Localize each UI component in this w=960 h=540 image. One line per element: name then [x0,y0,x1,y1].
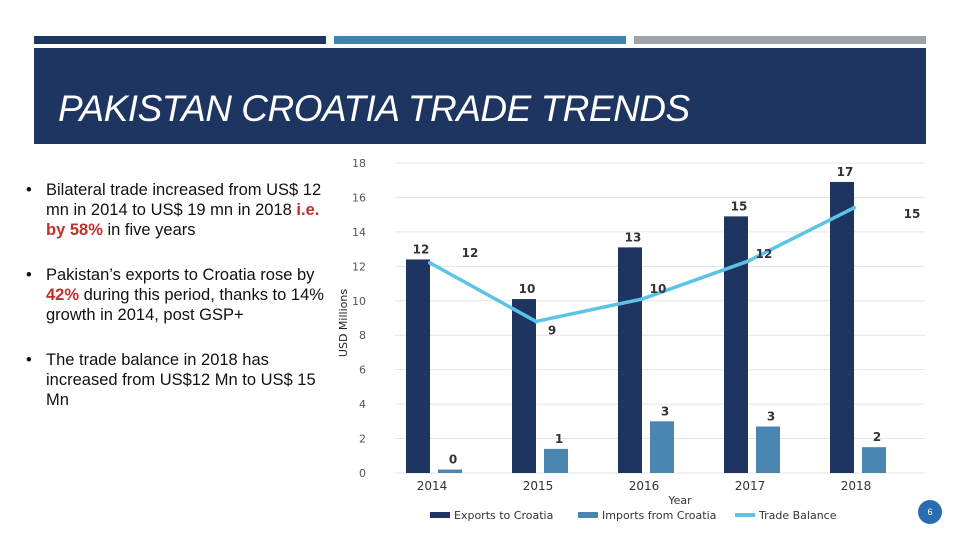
trade-balance-point [534,319,538,324]
top-stripe-gray [634,36,926,44]
bar-imports [756,426,780,473]
bullet-item: • The trade balance in 2018 has increase… [24,350,334,410]
bar-imports [438,469,462,473]
y-tick-label: 8 [359,329,366,342]
x-tick-label: 2018 [841,479,872,493]
bullet-highlight: i.e. by 58% [46,201,320,239]
legend-swatch [578,512,598,518]
bar-data-label: 0 [449,453,457,467]
bar-imports [544,448,568,473]
bar-data-label: 15 [731,199,748,213]
bullet-dot: • [26,266,32,284]
bullet-text: Pakistan’s exports to Croatia rose by [46,266,315,284]
x-tick-label: 2014 [417,479,448,493]
y-tick-label: 4 [359,398,366,411]
bullet-item: • Pakistan’s exports to Croatia rose by … [24,265,334,325]
bar-exports [406,259,430,473]
bullet-dot: • [26,351,32,369]
trade-balance-point [428,260,432,265]
y-tick-label: 2 [359,433,366,446]
bullet-text: Bilateral trade increased from US$ 12 mn… [46,181,322,219]
line-data-label: 15 [904,207,921,221]
line-data-label: 9 [548,323,556,337]
x-tick-label: 2015 [523,479,554,493]
y-tick-label: 12 [352,260,366,273]
line-data-label: 12 [756,247,773,261]
legend-label: Imports from Croatia [602,509,716,522]
bar-exports [512,299,536,473]
page-number: 6 [918,500,942,524]
line-data-label: 12 [462,246,479,260]
x-axis-label: Year [667,494,692,507]
bar-imports [650,421,674,473]
trade-balance-point [746,259,750,264]
trade-balance-point [640,297,644,302]
bullet-item: • Bilateral trade increased from US$ 12 … [24,180,334,240]
bar-data-label: 12 [413,242,430,256]
top-stripe-navy [34,36,326,44]
legend-label: Exports to Croatia [454,509,553,522]
bar-data-label: 13 [625,230,642,244]
trade-balance-point [852,205,856,210]
slide-title: PAKISTAN CROATIA TRADE TRENDS [58,88,690,129]
bullet-list: • Bilateral trade increased from US$ 12 … [24,180,334,435]
legend-swatch [430,512,450,518]
bar-exports [724,216,748,473]
bar-data-label: 3 [661,404,669,418]
bar-data-label: 3 [767,410,775,424]
trade-chart: 0 2 4 6 8 10 12 14 16 18 USD Millions 12 0 2014 10 1 201… [330,150,945,535]
top-stripe-blue [334,36,626,44]
bullet-dot: • [26,181,32,199]
y-axis-label: USD Millions [337,289,350,357]
y-tick-label: 16 [352,191,366,204]
x-tick-label: 2017 [735,479,766,493]
bar-exports [618,247,642,473]
bar-data-label: 17 [837,165,854,179]
y-tick-label: 10 [352,295,366,308]
y-tick-label: 0 [359,467,366,480]
bar-data-label: 2 [873,430,881,444]
bullet-text-end: in five years [102,221,196,239]
y-tick-label: 6 [359,364,366,377]
bullet-highlight: 42% [46,286,80,304]
bullet-text: The trade balance in 2018 has increased … [46,351,316,409]
bar-exports [830,181,854,473]
x-tick-label: 2016 [629,479,660,493]
y-tick-label: 18 [352,157,366,170]
line-data-label: 10 [650,282,667,296]
bullet-text-end: during this period, thanks to 14% growth… [46,286,324,324]
title-banner: PAKISTAN CROATIA TRADE TRENDS [34,48,926,144]
bar-data-label: 10 [519,282,536,296]
bar-imports [862,447,886,473]
bar-data-label: 1 [555,432,563,446]
legend-label: Trade Balance [758,509,837,522]
y-tick-label: 14 [352,226,366,239]
